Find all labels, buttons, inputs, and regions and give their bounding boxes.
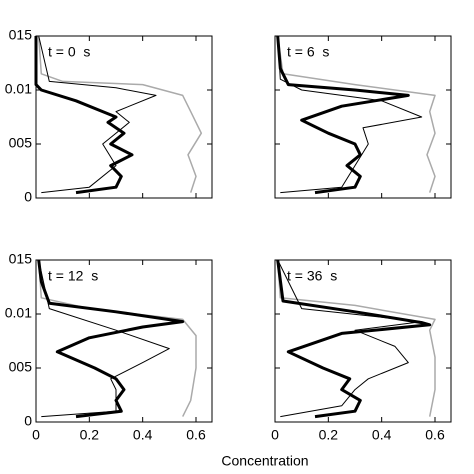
profile-line — [34, 36, 134, 195]
x-axis-label: Concentration — [221, 453, 308, 469]
x-tick-label: 0.4 — [372, 427, 392, 443]
y-tick-label: 0 — [24, 189, 32, 205]
plot-frame — [35, 35, 213, 199]
plot-frame — [274, 35, 452, 199]
profile-line — [38, 259, 170, 418]
profile-line — [37, 259, 185, 419]
x-tick-label: 0.2 — [319, 427, 339, 443]
panel-title: t = 6 s — [287, 44, 329, 60]
x-tick-label: 0.4 — [133, 427, 153, 443]
profile-line — [276, 35, 436, 193]
profile-line — [276, 35, 410, 195]
panel-title: t = 0 s — [48, 44, 90, 60]
profile-line — [276, 259, 436, 417]
y-tick-label: 005 — [9, 135, 33, 151]
y-tick-label: 0.01 — [5, 81, 32, 97]
x-tick-label: 0 — [32, 427, 40, 443]
profile-line — [276, 259, 432, 419]
profile-line — [38, 35, 157, 194]
y-tick-label: 0.01 — [5, 305, 32, 321]
profile-line — [37, 35, 203, 193]
panel-title: t = 36 s — [287, 268, 337, 284]
x-tick-label: 0.6 — [425, 427, 445, 443]
panel-title: t = 12 s — [48, 268, 98, 284]
x-tick-label: 0.2 — [80, 427, 100, 443]
plot-frame — [35, 259, 213, 423]
plot-frame — [274, 259, 452, 423]
y-tick-label: 015 — [9, 251, 33, 267]
profile-line — [277, 259, 423, 418]
x-tick-label: 0 — [271, 427, 279, 443]
x-tick-label: 0.6 — [186, 427, 206, 443]
y-tick-label: 0 — [24, 413, 32, 429]
y-tick-label: 015 — [9, 27, 33, 43]
y-tick-label: 005 — [9, 359, 33, 375]
